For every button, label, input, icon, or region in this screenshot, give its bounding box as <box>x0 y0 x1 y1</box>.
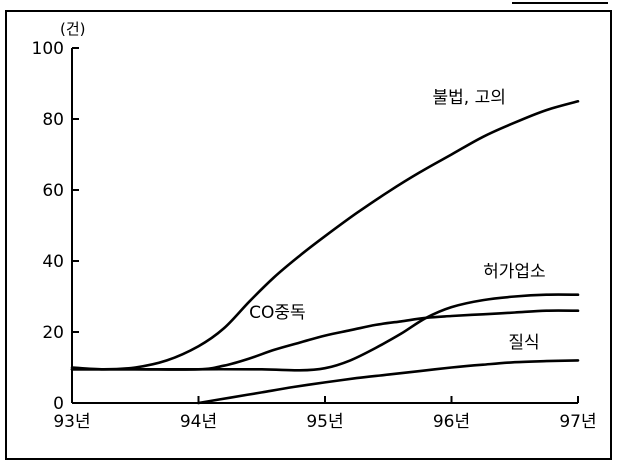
series-label-3: CO중독 <box>249 303 306 323</box>
x-tick-label-94: 94년 <box>180 412 217 432</box>
x-tick-label-97: 97년 <box>559 412 596 432</box>
series-label-1: 불법, 고의 <box>433 88 506 108</box>
series-line-2 <box>70 293 580 372</box>
y-tick-label-0: 0 <box>53 394 64 414</box>
series-line-1 <box>70 100 580 371</box>
y-tick-label-100: 100 <box>32 39 64 59</box>
series-label-4: 질식 <box>508 333 539 353</box>
series-label-2: 허가업소 <box>483 262 546 282</box>
x-tick-label-93: 93년 <box>53 412 90 432</box>
y-tick-label-40: 40 <box>42 252 64 272</box>
y-unit-label: (건) <box>60 20 86 38</box>
y-tick-label-20: 20 <box>42 323 64 343</box>
x-tick-label-96: 96년 <box>433 412 470 432</box>
y-tick-label-60: 60 <box>42 181 64 201</box>
y-tick-label-80: 80 <box>42 110 64 130</box>
series-line-4 <box>197 359 580 405</box>
series-line-3 <box>70 309 580 371</box>
top-rule <box>512 2 608 4</box>
x-tick-label-95: 95년 <box>306 412 343 432</box>
series-lines <box>70 100 580 405</box>
labels: 0 20 40 60 80 100(건) 93년 94년 95년 96년 97년 불법, 고의허가업소… <box>32 20 597 432</box>
